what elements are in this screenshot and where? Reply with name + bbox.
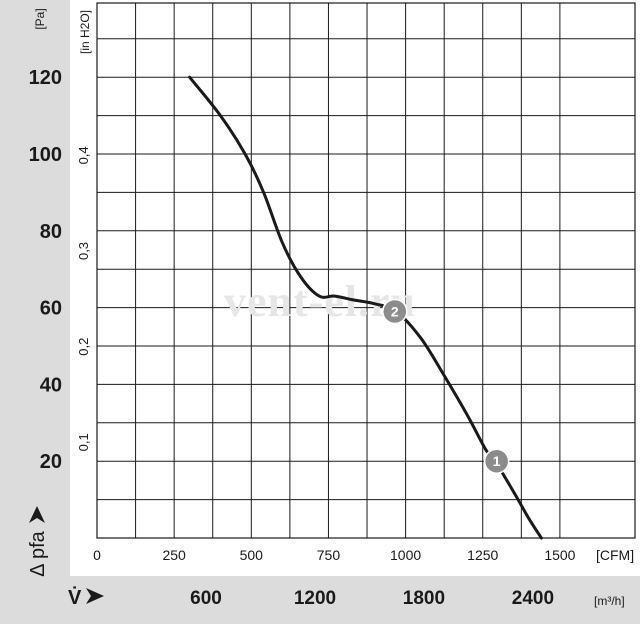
plot-border [96,2,636,539]
y-axis-title: Δ pfa [27,530,49,576]
x-cfm-unit: [CFM] [596,547,634,563]
x-axis-title: V̇ [68,585,82,609]
left-axis-panel [0,0,70,624]
chart-grid [96,2,636,539]
y-inh2o-tick-label: 0,1 [76,433,91,451]
operating-point-marker-1 [483,448,510,474]
bottom-axis-panel [0,576,640,624]
operating-point-label-2: 2 [391,303,399,319]
x-cfm-tick-label: 500 [240,547,264,563]
operating-point-markers: 12 [382,298,510,474]
y-inh2o-tick-label: 0,2 [76,338,91,356]
y-inh2o-tick-label: 0,4 [76,146,91,164]
x-cfm-tick-label: 0 [93,547,101,563]
x-m3h-unit: [m³/h] [594,594,625,608]
x-cfm-tick-label: 1000 [390,547,421,563]
operating-point-marker-2 [382,298,408,325]
x-cfm-tick-label: 750 [317,547,341,563]
y-pa-tick-label: 100 [29,144,62,166]
y-inh2o-tick-label: 0,3 [76,242,91,260]
y-pa-tick-label: 40 [40,374,62,396]
y-pa-tick-label: 120 [29,67,62,89]
x-axis-arrow-icon [86,588,104,604]
watermark-layer: vent-el.ru [224,277,416,326]
x-m3h-tick-label: 600 [190,588,222,609]
watermark-text: vent-el.ru [224,277,416,326]
y-pa-tick-label: 20 [40,451,62,473]
operating-point-label-1: 1 [493,453,501,469]
y-pa-tick-label: 60 [40,298,62,320]
y-pa-tick-label: 80 [40,221,62,243]
x-m3h-tick-label: 1200 [294,588,336,609]
x-m3h-tick-label: 2400 [512,588,554,609]
y-pa-unit: [Pa] [33,8,47,29]
x-cfm-tick-label: 1250 [467,547,498,563]
x-cfm-tick-label: 250 [162,547,186,563]
x-m3h-tick-label: 1800 [403,588,445,609]
y-inh2o-unit: [in H2O] [78,10,92,54]
x-cfm-tick-label: 1500 [544,547,575,563]
y-axis-arrow-icon [29,506,45,523]
